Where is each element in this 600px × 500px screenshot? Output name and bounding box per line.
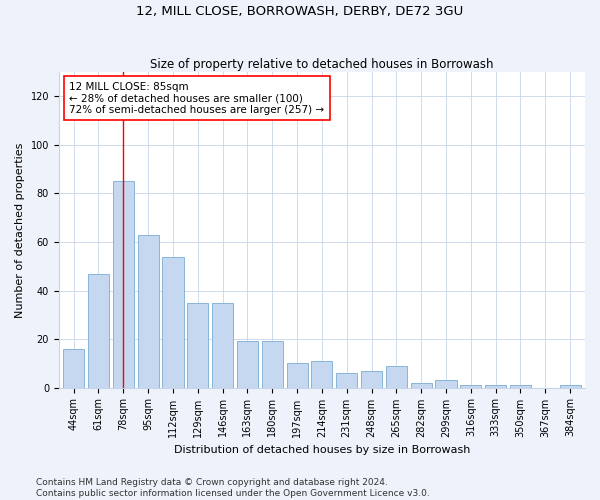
Bar: [410, 382, 432, 388]
Text: 12, MILL CLOSE, BORROWASH, DERBY, DE72 3GU: 12, MILL CLOSE, BORROWASH, DERBY, DE72 3…: [136, 5, 464, 18]
Bar: [436, 380, 457, 388]
Bar: [187, 302, 208, 388]
Bar: [113, 182, 134, 388]
Text: Contains HM Land Registry data © Crown copyright and database right 2024.
Contai: Contains HM Land Registry data © Crown c…: [36, 478, 430, 498]
Bar: [485, 385, 506, 388]
Bar: [163, 256, 184, 388]
Bar: [311, 361, 332, 388]
Title: Size of property relative to detached houses in Borrowash: Size of property relative to detached ho…: [150, 58, 494, 71]
Bar: [336, 373, 357, 388]
Y-axis label: Number of detached properties: Number of detached properties: [15, 142, 25, 318]
Bar: [63, 349, 84, 388]
Bar: [137, 234, 158, 388]
Text: 12 MILL CLOSE: 85sqm
← 28% of detached houses are smaller (100)
72% of semi-deta: 12 MILL CLOSE: 85sqm ← 28% of detached h…: [70, 82, 325, 115]
Bar: [386, 366, 407, 388]
Bar: [560, 385, 581, 388]
Bar: [287, 364, 308, 388]
Bar: [88, 274, 109, 388]
Bar: [262, 342, 283, 388]
Bar: [237, 342, 258, 388]
Bar: [361, 370, 382, 388]
Bar: [460, 385, 481, 388]
Bar: [212, 302, 233, 388]
X-axis label: Distribution of detached houses by size in Borrowash: Distribution of detached houses by size …: [174, 445, 470, 455]
Bar: [510, 385, 531, 388]
